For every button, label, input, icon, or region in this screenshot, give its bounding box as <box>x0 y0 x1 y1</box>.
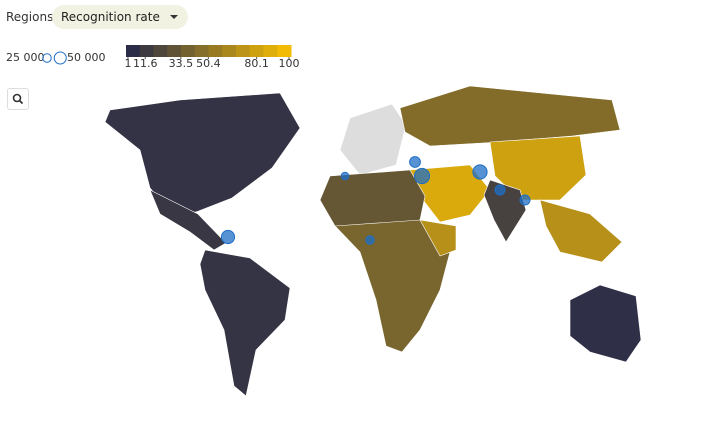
country-region <box>489 135 587 201</box>
color-swatch <box>139 45 154 57</box>
size-label: 25 000 <box>6 51 45 64</box>
dropdown[interactable]: Recognition rate <box>52 5 188 29</box>
search-icon <box>12 93 24 105</box>
zoom-button[interactable] <box>7 88 29 110</box>
color-swatch <box>167 45 182 57</box>
color-tick-label: 1 <box>125 57 132 70</box>
bubble <box>519 194 531 206</box>
color-swatch <box>153 45 168 57</box>
color-swatch <box>208 45 223 57</box>
color-tick-label: 11.6 <box>133 57 158 70</box>
color-tick-label: 100 <box>279 57 300 70</box>
bubble <box>494 184 506 196</box>
bubble <box>340 171 350 181</box>
bubble <box>472 164 488 180</box>
country-region <box>483 179 527 243</box>
country-region <box>149 189 227 251</box>
color-tick-label: 33.5 <box>169 57 194 70</box>
color-swatch <box>222 45 237 57</box>
color-swatch <box>249 45 264 57</box>
size-circle <box>53 51 67 65</box>
country-region <box>104 92 301 213</box>
color-tick-label: 50.4 <box>196 57 221 70</box>
country-region <box>569 284 642 363</box>
regions-label: Regions <box>6 10 54 24</box>
bubble <box>413 167 431 185</box>
color-swatch <box>181 45 196 57</box>
color-tick-label: 80.1 <box>244 57 269 70</box>
color-swatch <box>236 45 251 57</box>
country-region <box>419 219 457 257</box>
country-region <box>539 199 623 263</box>
country-region <box>199 249 291 397</box>
size-label: 50 000 <box>67 51 106 64</box>
color-swatch <box>126 45 141 57</box>
color-swatch <box>263 45 278 57</box>
size-circle <box>42 53 52 63</box>
color-swatch <box>194 45 209 57</box>
bubble <box>409 156 421 168</box>
bubble <box>220 229 236 245</box>
color-swatch <box>277 45 292 57</box>
country-region <box>339 103 407 176</box>
country-region <box>399 85 621 147</box>
bubble <box>365 235 375 245</box>
